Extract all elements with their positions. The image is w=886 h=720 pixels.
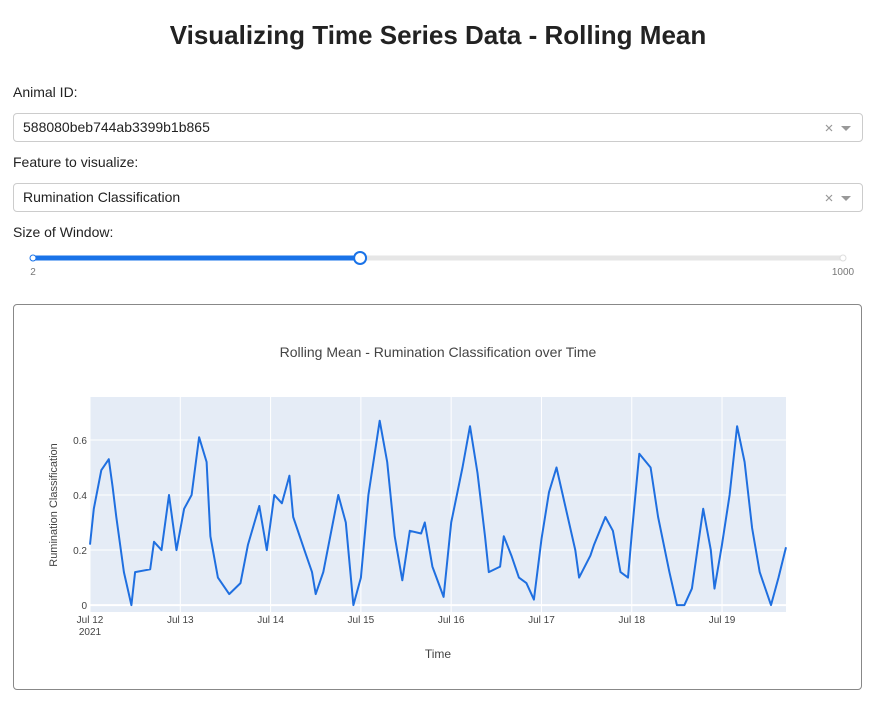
- y-tick-label: 0.4: [73, 491, 87, 502]
- x-tick-label: Jul 13: [167, 615, 194, 626]
- dropdown-icons: [825, 124, 851, 132]
- animal-value: 588080beb744ab3399b1b865: [23, 119, 210, 135]
- dropdown-icons: [825, 194, 851, 202]
- x-tick-label: Jul 17: [528, 615, 555, 626]
- feature-label: Feature to visualize:: [13, 154, 139, 170]
- y-tick-label: 0.2: [73, 546, 87, 557]
- slider-handle: [353, 251, 368, 265]
- x-tick-label: Jul 14: [257, 615, 284, 626]
- x-tick-year: 2021: [79, 627, 102, 638]
- x-tick-label: Jul 12: [77, 615, 104, 626]
- animal-label: Animal ID:: [13, 84, 78, 100]
- y-axis-title: Rumination Classification: [48, 443, 60, 567]
- feature-value: Rumination Classification: [23, 189, 181, 205]
- slider-min-label: 2: [30, 267, 36, 278]
- y-tick-label: 0: [81, 601, 87, 612]
- window-slider[interactable]: 2 1000: [0, 245, 886, 285]
- chart-card: [13, 304, 862, 690]
- x-tick-label: Jul 18: [618, 615, 645, 626]
- animal-dropdown[interactable]: 588080beb744ab3399b1b865: [13, 113, 863, 142]
- slider-max-label: 1000: [832, 267, 855, 278]
- chart-title: Rolling Mean - Rumination Classification…: [280, 344, 597, 360]
- x-axis-title: Time: [425, 647, 452, 661]
- x-tick-label: Jul 15: [348, 615, 375, 626]
- page-title: Visualizing Time Series Data - Rolling M…: [169, 20, 707, 50]
- x-tick-label: Jul 16: [438, 615, 465, 626]
- line-series: [89, 419, 787, 607]
- feature-dropdown[interactable]: Rumination Classification: [13, 183, 863, 212]
- y-tick-label: 0.6: [73, 436, 87, 447]
- x-tick-label: Jul 19: [709, 615, 736, 626]
- slider-max-dot: [839, 254, 847, 262]
- window-label: Size of Window:: [13, 224, 114, 240]
- slider-min-dot: [29, 254, 37, 262]
